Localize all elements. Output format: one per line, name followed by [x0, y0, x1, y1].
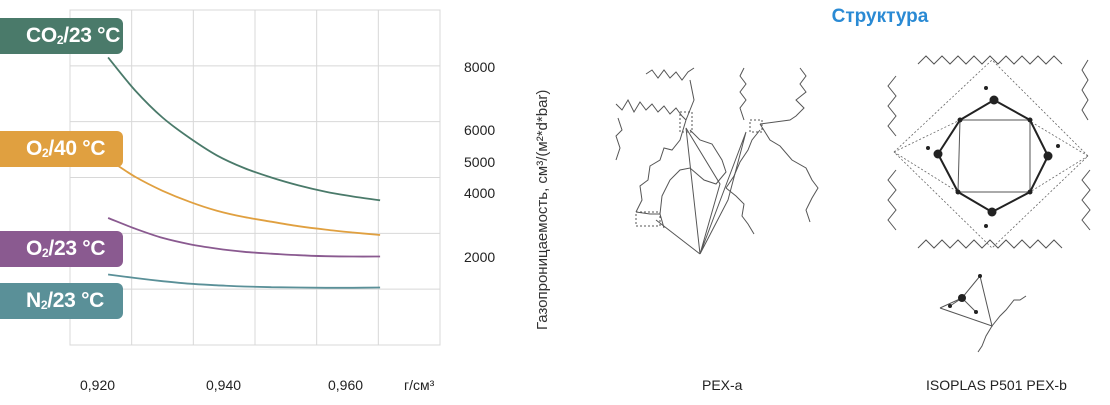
legend-subscript: 2 — [42, 246, 49, 260]
pex-a-label: PEX-a — [702, 377, 743, 393]
y-tick-label: 4000 — [464, 185, 496, 202]
y-tick-label: 8000 — [464, 58, 496, 75]
x-tick-label: 0,960 — [328, 377, 364, 393]
x-tick-label: 0,920 — [80, 377, 116, 393]
y-tick-label: 2000 — [464, 248, 496, 265]
legend-text: /23 °C — [48, 237, 106, 260]
legend-text: N — [26, 289, 41, 312]
legend-text: /23 °C — [47, 289, 105, 312]
structure-title: Структура — [831, 6, 929, 27]
pex-a-structure-diagram — [615, 67, 819, 255]
series-line-1 — [107, 158, 381, 236]
legend-subscript: 2 — [42, 146, 49, 160]
y-tick-label: 5000 — [464, 153, 496, 170]
series-line-2 — [107, 217, 381, 258]
legend-label-o2-23: O 2/23 °C — [0, 231, 123, 267]
legend-text: O — [26, 137, 43, 160]
chart-series-lines — [107, 56, 381, 289]
legend-text: O — [26, 237, 43, 260]
x-axis-unit: г/см³ — [404, 377, 435, 393]
y-axis-label: Газопроницаемость, см³/(м²*d*bar) — [534, 89, 551, 330]
legend-text: /23 °C — [63, 24, 121, 47]
pex-b-label: ISOPLAS P501 PEX-b — [926, 377, 1067, 393]
legend-subscript: 2 — [40, 298, 48, 312]
legend-text: /40 °C — [48, 137, 106, 160]
series-line-0 — [107, 56, 381, 202]
series-line-3 — [107, 273, 381, 289]
legend-label-n2-23: N 2/23 °C — [0, 283, 123, 319]
x-tick-label: 0,940 — [206, 377, 242, 393]
legend-label-co2-23: CO 2/23 °C — [0, 18, 123, 54]
pex-b-structure-diagram — [887, 55, 1091, 353]
legend-text: CO — [26, 24, 57, 47]
y-tick-label: 6000 — [464, 122, 496, 139]
legend-label-o2-40: O 2/40 °C — [0, 131, 123, 167]
chart-grid — [69, 9, 441, 346]
legend-subscript: 2 — [56, 33, 64, 47]
